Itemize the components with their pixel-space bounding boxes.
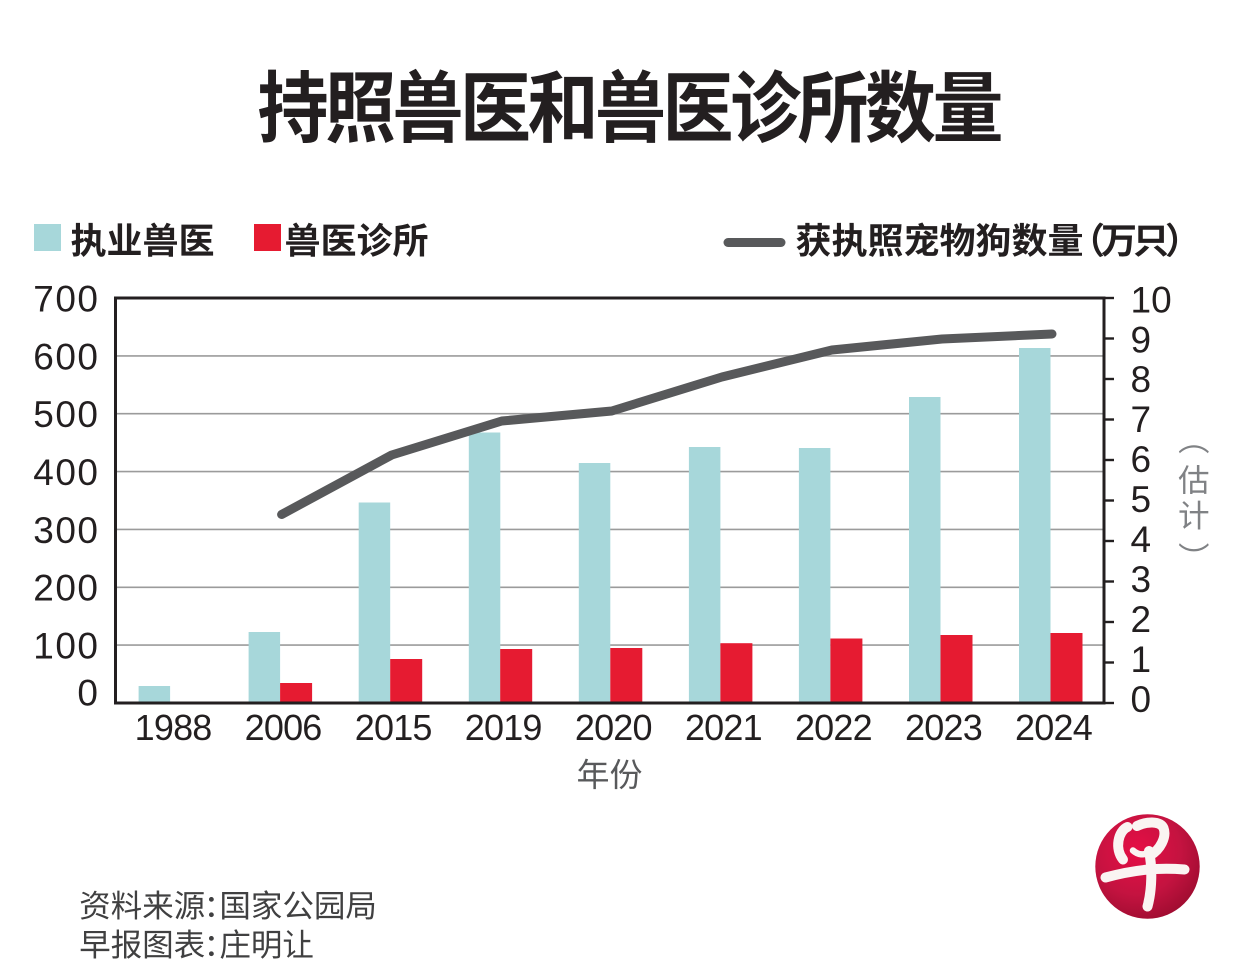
svg-text:2021: 2021 — [685, 707, 762, 748]
svg-text:200: 200 — [33, 568, 99, 609]
svg-text:2024: 2024 — [1015, 707, 1092, 748]
svg-text:8: 8 — [1131, 359, 1152, 400]
svg-text:0: 0 — [1131, 679, 1152, 720]
svg-text:6: 6 — [1131, 439, 1152, 480]
svg-text:500: 500 — [33, 394, 99, 435]
svg-text:3: 3 — [1131, 559, 1152, 600]
svg-text:100: 100 — [33, 626, 99, 667]
svg-text:2015: 2015 — [355, 707, 432, 748]
svg-text:2020: 2020 — [575, 707, 652, 748]
svg-text:2022: 2022 — [795, 707, 872, 748]
svg-text:5: 5 — [1131, 479, 1152, 520]
svg-text:4: 4 — [1131, 519, 1152, 560]
svg-text:2006: 2006 — [245, 707, 322, 748]
svg-text:2: 2 — [1131, 599, 1152, 640]
svg-text:9: 9 — [1131, 319, 1152, 360]
svg-text:7: 7 — [1131, 399, 1152, 440]
svg-text:0: 0 — [77, 673, 99, 714]
svg-text:400: 400 — [33, 452, 99, 493]
svg-text:10: 10 — [1131, 279, 1172, 320]
svg-text:2019: 2019 — [465, 707, 542, 748]
svg-text:2023: 2023 — [905, 707, 982, 748]
svg-text:700: 700 — [33, 278, 99, 319]
svg-text:1988: 1988 — [135, 707, 212, 748]
svg-text:600: 600 — [33, 336, 99, 377]
svg-text:300: 300 — [33, 510, 99, 551]
svg-text:1: 1 — [1131, 639, 1152, 680]
